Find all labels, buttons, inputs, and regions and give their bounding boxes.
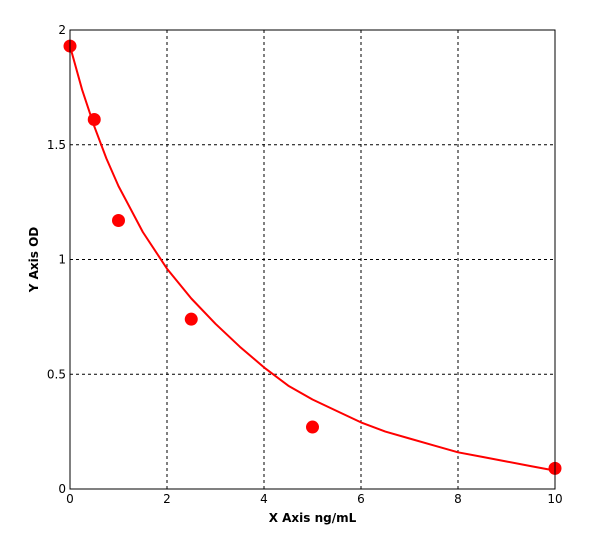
data-point (112, 213, 125, 227)
plot-frame (69, 29, 556, 490)
x-tick-label: 4 (260, 492, 268, 506)
y-tick-labels: 0 0.5 1 1.5 2 (47, 23, 66, 496)
x-tick-labels: 0 2 4 6 8 10 (66, 492, 562, 506)
grid-layer (70, 30, 555, 489)
data-point (306, 420, 319, 434)
y-axis-title: Y Axis OD (27, 227, 41, 294)
x-tick-label: 0 (66, 492, 74, 506)
y-tick-label: 0.5 (47, 367, 66, 381)
x-tick-label: 2 (163, 492, 171, 506)
data-points-layer (63, 39, 562, 475)
y-tick-label: 1 (58, 253, 66, 267)
data-point (184, 312, 198, 326)
data-point (87, 113, 101, 127)
y-tick-label: 2 (58, 23, 66, 37)
y-tick-label: 1.5 (47, 138, 66, 152)
x-tick-label: 10 (547, 492, 562, 506)
x-axis-title: X Axis ng/mL (269, 511, 357, 525)
x-tick-label: 6 (357, 492, 365, 506)
x-tick-label: 8 (454, 492, 462, 506)
fit-curve-line (69, 45, 556, 472)
fit-curve-layer (69, 45, 556, 472)
y-tick-label: 0 (58, 482, 66, 496)
